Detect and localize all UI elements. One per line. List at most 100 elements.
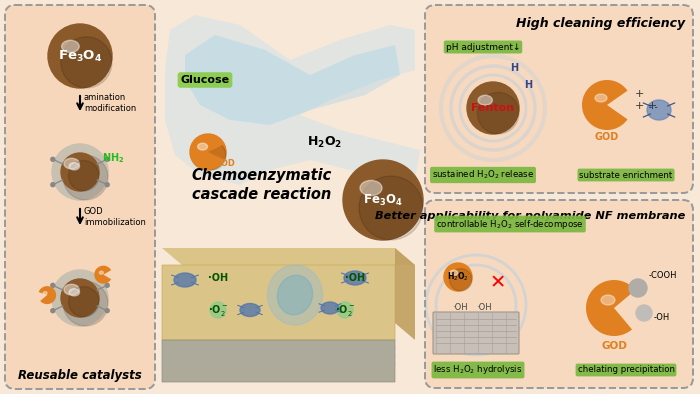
- Text: sustained H$_2$O$_2$ release: sustained H$_2$O$_2$ release: [432, 169, 534, 181]
- Text: ✕: ✕: [490, 273, 506, 292]
- Text: - -: - -: [649, 102, 657, 112]
- Wedge shape: [586, 280, 636, 336]
- Ellipse shape: [197, 141, 226, 170]
- Wedge shape: [582, 80, 627, 130]
- Text: ·O$_2^-$: ·O$_2^-$: [208, 303, 228, 318]
- Circle shape: [190, 134, 226, 170]
- Wedge shape: [94, 266, 111, 284]
- Ellipse shape: [64, 158, 79, 169]
- Text: controllable H$_2$O$_2$ self-decompose: controllable H$_2$O$_2$ self-decompose: [436, 217, 584, 230]
- Ellipse shape: [240, 303, 260, 316]
- Text: Glucose: Glucose: [181, 75, 230, 85]
- Text: H: H: [510, 63, 518, 73]
- Circle shape: [343, 160, 423, 240]
- Circle shape: [105, 157, 109, 161]
- Text: Better applicability for polyamide NF membrane: Better applicability for polyamide NF me…: [374, 211, 685, 221]
- Ellipse shape: [69, 163, 80, 170]
- Text: $\mathbf{NH_2}$: $\mathbf{NH_2}$: [102, 151, 125, 165]
- Circle shape: [51, 283, 55, 287]
- Text: chelating precipitation: chelating precipitation: [578, 366, 675, 375]
- Text: Fenton: Fenton: [471, 103, 514, 113]
- Circle shape: [105, 309, 109, 313]
- Text: -COOH: -COOH: [649, 271, 678, 281]
- Ellipse shape: [69, 161, 99, 191]
- Ellipse shape: [63, 155, 108, 200]
- Circle shape: [52, 270, 108, 326]
- Circle shape: [105, 283, 109, 287]
- Circle shape: [444, 263, 472, 291]
- Ellipse shape: [449, 269, 472, 291]
- Text: High cleaning efficiency: High cleaning efficiency: [516, 17, 685, 30]
- Text: -OH: -OH: [654, 314, 671, 323]
- Ellipse shape: [43, 292, 47, 295]
- Ellipse shape: [601, 295, 615, 305]
- FancyBboxPatch shape: [425, 200, 693, 388]
- Text: less H$_2$O$_2$ hydrolysis: less H$_2$O$_2$ hydrolysis: [433, 364, 523, 377]
- Text: H$_2$O$_2$: H$_2$O$_2$: [447, 271, 469, 283]
- Text: pH adjustment↓: pH adjustment↓: [446, 43, 520, 52]
- FancyBboxPatch shape: [425, 5, 693, 193]
- Text: GOD
immobilization: GOD immobilization: [84, 207, 146, 227]
- FancyBboxPatch shape: [5, 5, 155, 389]
- Circle shape: [61, 279, 99, 317]
- Polygon shape: [395, 248, 415, 340]
- Ellipse shape: [478, 95, 492, 105]
- Ellipse shape: [63, 281, 108, 326]
- Circle shape: [636, 305, 652, 321]
- Circle shape: [61, 153, 99, 191]
- Ellipse shape: [197, 143, 207, 150]
- Polygon shape: [162, 248, 415, 265]
- Text: ·OH: ·OH: [208, 273, 228, 283]
- Ellipse shape: [174, 273, 196, 287]
- Ellipse shape: [62, 40, 79, 52]
- Circle shape: [467, 82, 519, 134]
- Ellipse shape: [321, 302, 339, 314]
- Ellipse shape: [595, 94, 607, 102]
- Ellipse shape: [647, 100, 671, 120]
- FancyBboxPatch shape: [162, 340, 395, 382]
- Text: +
+ +: + + +: [635, 89, 657, 111]
- Text: $\mathbf{Fe_3O_4}$: $\mathbf{Fe_3O_4}$: [58, 48, 102, 63]
- Wedge shape: [38, 286, 56, 304]
- Text: Chemoenzymatic
cascade reaction: Chemoenzymatic cascade reaction: [192, 167, 332, 203]
- Text: H: H: [524, 80, 532, 90]
- Ellipse shape: [277, 275, 313, 315]
- Circle shape: [52, 144, 108, 200]
- Ellipse shape: [359, 176, 423, 240]
- Ellipse shape: [61, 37, 112, 88]
- Text: ·OH: ·OH: [345, 273, 365, 283]
- Circle shape: [51, 309, 55, 313]
- Ellipse shape: [477, 93, 519, 134]
- Text: ·OH: ·OH: [452, 303, 468, 312]
- Circle shape: [337, 302, 353, 318]
- Ellipse shape: [64, 284, 79, 295]
- Polygon shape: [165, 15, 420, 185]
- FancyBboxPatch shape: [433, 312, 519, 354]
- Ellipse shape: [450, 270, 458, 275]
- Circle shape: [629, 279, 647, 297]
- Text: $\mathbf{H_2O_2}$: $\mathbf{H_2O_2}$: [307, 134, 342, 150]
- Text: GOD: GOD: [601, 341, 627, 351]
- Ellipse shape: [99, 271, 104, 274]
- Text: substrate enrichment: substrate enrichment: [580, 171, 673, 180]
- Text: ·O$_2^-$: ·O$_2^-$: [335, 303, 355, 318]
- Text: Reusable catalysts: Reusable catalysts: [18, 368, 142, 381]
- Text: GOD: GOD: [215, 158, 236, 167]
- Ellipse shape: [69, 289, 80, 296]
- Circle shape: [48, 24, 112, 88]
- Text: $\mathbf{Fe_3O_4}$: $\mathbf{Fe_3O_4}$: [363, 192, 402, 208]
- FancyBboxPatch shape: [162, 265, 395, 340]
- Ellipse shape: [69, 286, 99, 317]
- Text: GOD: GOD: [595, 132, 619, 142]
- Circle shape: [51, 183, 55, 187]
- Wedge shape: [190, 134, 224, 170]
- Ellipse shape: [267, 265, 323, 325]
- Circle shape: [51, 157, 55, 161]
- Circle shape: [105, 183, 109, 187]
- Text: amination
modification: amination modification: [84, 93, 136, 113]
- Circle shape: [210, 302, 226, 318]
- Ellipse shape: [360, 180, 382, 195]
- Polygon shape: [185, 35, 400, 125]
- Text: ·OH: ·OH: [476, 303, 492, 312]
- Ellipse shape: [344, 271, 366, 285]
